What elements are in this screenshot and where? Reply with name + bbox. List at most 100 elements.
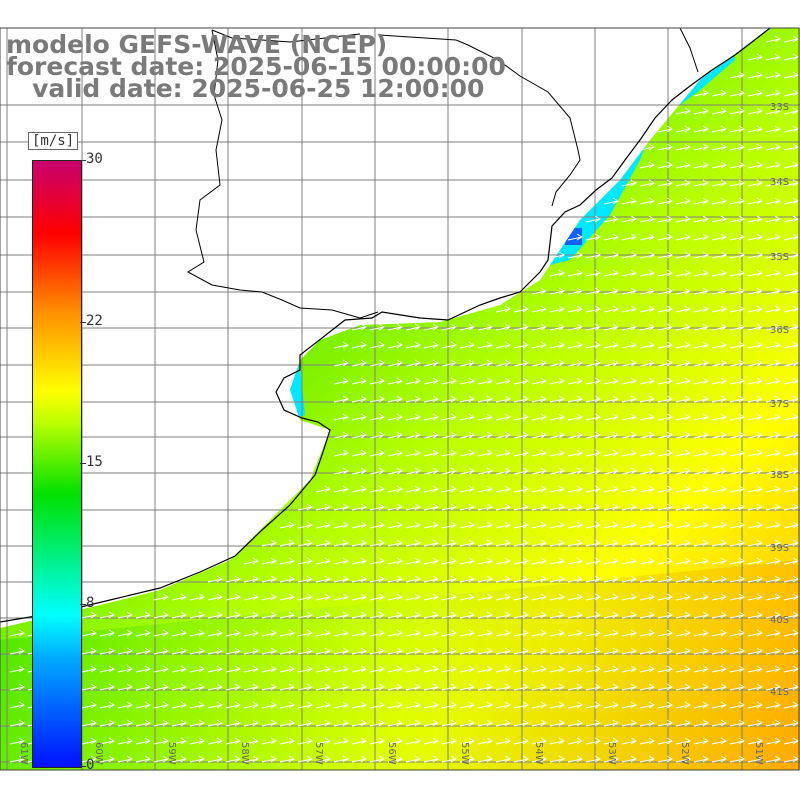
wind-arrow — [765, 665, 781, 673]
wind-arrow — [279, 737, 295, 745]
wind-arrow — [711, 341, 727, 349]
wind-arrow — [477, 341, 493, 349]
wind-arrow — [441, 611, 457, 619]
wind-arrow — [315, 665, 331, 673]
wind-arrow — [405, 629, 421, 637]
wind-arrow — [315, 701, 331, 709]
wind-arrow — [369, 485, 385, 493]
wind-arrow — [675, 143, 691, 151]
wind-arrow — [783, 647, 799, 655]
wind-arrow — [225, 665, 241, 673]
wind-arrow — [603, 323, 619, 331]
wind-arrow — [603, 503, 619, 511]
wind-arrow — [369, 467, 385, 475]
wind-arrow — [693, 467, 709, 475]
wind-arrow — [207, 593, 223, 601]
wind-arrow — [675, 341, 691, 349]
wind-arrow — [297, 521, 313, 529]
wind-arrow — [459, 701, 475, 709]
wind-arrow — [783, 629, 799, 637]
wind-arrow — [567, 557, 583, 565]
wind-arrow — [621, 557, 637, 565]
wind-arrow — [711, 287, 727, 295]
wind-arrow — [657, 413, 673, 421]
colorbar-tick-label: 30 — [86, 151, 103, 167]
wind-arrow — [297, 503, 313, 511]
wind-arrow — [603, 755, 619, 763]
wind-arrow — [171, 683, 187, 691]
wind-arrow — [621, 377, 637, 385]
wind-arrow — [477, 359, 493, 367]
wind-arrow — [747, 179, 763, 187]
wind-arrow — [603, 611, 619, 619]
wind-arrow — [585, 377, 601, 385]
wind-arrow — [585, 647, 601, 655]
wind-arrow — [783, 593, 799, 601]
wind-arrow — [369, 413, 385, 421]
wind-arrow — [693, 323, 709, 331]
wind-arrow — [585, 341, 601, 349]
wind-arrow — [81, 683, 97, 691]
wind-arrow — [531, 485, 547, 493]
wind-arrow — [765, 305, 781, 313]
wind-arrow — [423, 395, 439, 403]
wind-arrow — [657, 125, 673, 133]
wind-arrow — [747, 323, 763, 331]
wind-arrow — [279, 755, 295, 763]
wind-arrow — [675, 521, 691, 529]
colorbar-tick-label: 8 — [86, 595, 95, 612]
wind-arrow — [513, 305, 529, 313]
wind-arrow — [459, 647, 475, 655]
wind-arrow — [603, 719, 619, 727]
wind-arrow — [621, 611, 637, 619]
wind-arrow — [621, 287, 637, 295]
wind-arrow — [225, 683, 241, 691]
wind-arrow — [729, 251, 745, 259]
wind-arrow — [711, 323, 727, 331]
wind-arrow — [513, 449, 529, 457]
wind-arrow — [423, 323, 439, 331]
wind-arrow — [315, 539, 331, 547]
wind-arrow — [333, 719, 349, 727]
wind-arrow — [315, 755, 331, 763]
wind-arrow — [333, 449, 349, 457]
wind-arrow — [513, 611, 529, 619]
wind-arrow — [477, 467, 493, 475]
wind-arrow — [765, 197, 781, 205]
wind-arrow — [369, 359, 385, 367]
wind-arrow — [333, 683, 349, 691]
wind-arrow — [387, 323, 403, 331]
wind-arrow — [387, 539, 403, 547]
wind-arrow — [711, 251, 727, 259]
wind-arrow — [405, 737, 421, 745]
wind-arrow — [729, 521, 745, 529]
wind-arrow — [639, 665, 655, 673]
wind-arrow — [531, 755, 547, 763]
wind-arrow — [621, 305, 637, 313]
wind-arrow — [387, 701, 403, 709]
wind-arrow — [351, 323, 367, 331]
wind-arrow — [729, 359, 745, 367]
wind-arrow — [477, 539, 493, 547]
colorbar-tick — [80, 766, 86, 767]
wind-arrow — [333, 377, 349, 385]
wind-arrow — [549, 287, 565, 295]
wind-arrow — [585, 269, 601, 277]
wind-arrow — [351, 413, 367, 421]
wind-arrow — [711, 647, 727, 655]
wind-arrow — [441, 755, 457, 763]
wind-arrow — [351, 539, 367, 547]
wind-arrow — [693, 161, 709, 169]
wind-arrow — [387, 755, 403, 763]
wind-arrow — [639, 305, 655, 313]
wind-arrow — [261, 719, 277, 727]
wind-arrow — [729, 125, 745, 133]
wind-arrow — [585, 611, 601, 619]
wind-arrow — [477, 575, 493, 583]
wind-arrow — [675, 755, 691, 763]
wind-arrow — [333, 467, 349, 475]
wind-arrow — [117, 737, 133, 745]
wind-arrow — [513, 467, 529, 475]
wind-arrow — [513, 647, 529, 655]
wind-arrow — [639, 359, 655, 367]
